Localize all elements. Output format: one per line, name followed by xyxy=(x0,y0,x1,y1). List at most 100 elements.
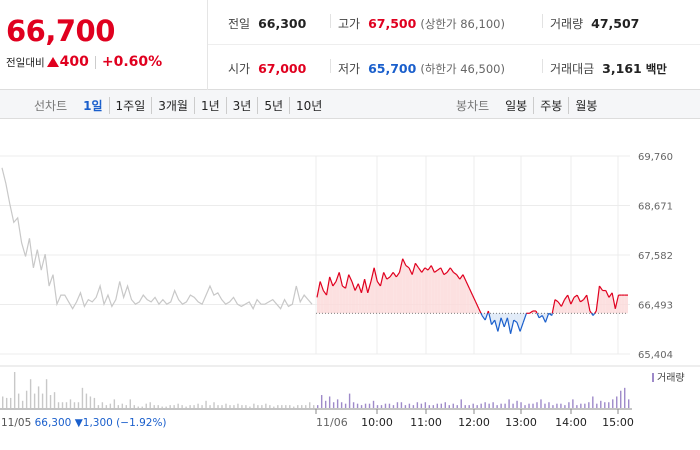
volume-bar xyxy=(468,405,470,408)
up-price-segment xyxy=(405,265,410,269)
tab-10y[interactable]: 10년 xyxy=(289,97,328,114)
up-area-fill xyxy=(456,274,460,314)
up-area-fill xyxy=(367,281,371,314)
volume-bar xyxy=(205,400,207,408)
volume-bar xyxy=(512,403,514,408)
up-price-segment xyxy=(475,301,480,309)
volume-bar xyxy=(340,402,343,408)
down-price-segment xyxy=(480,313,483,316)
volume-bar xyxy=(149,402,151,408)
volume-bar xyxy=(9,397,12,408)
up-area-fill xyxy=(437,267,441,314)
up-area-fill xyxy=(409,267,413,314)
volume-bar xyxy=(416,402,419,408)
prev-day-date: 11/05 xyxy=(1,417,35,429)
y-tick-label: 66,493 xyxy=(638,301,673,312)
up-area-fill xyxy=(574,295,578,314)
volume-bar xyxy=(332,402,335,408)
volume-bar xyxy=(241,405,243,408)
up-price-segment xyxy=(594,310,597,314)
prev-close-label: 전일 xyxy=(228,17,251,31)
tab-1d[interactable]: 1일 xyxy=(83,99,103,113)
up-price-segment xyxy=(478,308,482,314)
up-triangle-icon xyxy=(46,57,59,67)
volume-bar xyxy=(420,403,423,408)
tab-1w[interactable]: 1주일 xyxy=(108,97,152,114)
volume-bar xyxy=(213,402,215,408)
price-box: 66,700 전일대비 400 +0.60% xyxy=(0,0,208,90)
down-price-segment xyxy=(513,319,518,323)
volume-bar xyxy=(352,402,355,408)
volume-bar xyxy=(269,405,271,408)
down-price-segment xyxy=(541,315,547,323)
up-price-segment xyxy=(595,285,601,312)
up-area-fill xyxy=(332,281,337,314)
up-price-segment xyxy=(344,274,350,289)
volume-bar xyxy=(336,399,339,408)
volume-bar xyxy=(584,403,586,408)
up-price-segment xyxy=(424,267,429,271)
tab-3m[interactable]: 3개월 xyxy=(151,97,194,114)
tab-5y[interactable]: 5년 xyxy=(257,97,289,114)
volume-bar xyxy=(396,402,399,408)
volume-bar xyxy=(233,405,235,408)
volume-bar xyxy=(249,406,251,408)
tab-3y[interactable]: 3년 xyxy=(225,97,258,114)
up-area-fill xyxy=(424,267,429,314)
up-area-fill xyxy=(421,267,425,314)
volume-bar xyxy=(436,403,439,408)
up-price-segment xyxy=(468,288,474,296)
volume-bar xyxy=(137,406,139,408)
up-area-fill xyxy=(453,272,457,314)
up-price-segment xyxy=(351,281,356,291)
up-price-segment xyxy=(529,310,534,314)
volume-bar xyxy=(97,405,100,408)
up-price-segment xyxy=(414,262,420,269)
change-percent: +0.60% xyxy=(101,54,163,70)
volume-bar xyxy=(89,396,92,408)
up-area-fill xyxy=(570,297,575,314)
tab-daily-candle[interactable]: 일봉 xyxy=(505,99,528,113)
volume-bar xyxy=(121,403,124,408)
up-price-segment xyxy=(462,274,467,282)
candle-chart-tabs: 봉차트 일봉 주봉 월봉 xyxy=(456,97,603,114)
up-price-segment xyxy=(392,272,397,278)
volume-bar xyxy=(177,403,179,408)
volume-bar xyxy=(297,405,299,408)
low-label: 저가 xyxy=(338,62,361,76)
volume-bar xyxy=(516,400,518,408)
volume-bar xyxy=(21,400,24,408)
prev-day-info: 11/05 66,300 ▼1,300 (−1.92%) xyxy=(1,417,167,429)
up-price-segment xyxy=(446,267,451,273)
volume-bar xyxy=(444,402,446,408)
down-price-segment xyxy=(516,322,521,332)
volume-bar xyxy=(484,402,486,408)
up-price-segment xyxy=(487,310,490,314)
x-tick-label: 15:00 xyxy=(602,416,634,429)
up-price-segment xyxy=(427,265,432,271)
divider xyxy=(94,55,96,69)
volume-bar xyxy=(77,402,80,408)
up-area-fill xyxy=(599,286,603,314)
tab-weekly-candle[interactable]: 주봉 xyxy=(533,97,568,114)
tab-1y[interactable]: 1년 xyxy=(193,97,226,114)
up-price-segment xyxy=(354,283,359,291)
tab-monthly-candle[interactable]: 월봉 xyxy=(568,97,603,114)
up-price-segment xyxy=(440,267,445,275)
volume-bar xyxy=(273,406,275,408)
volume-bar xyxy=(313,405,315,408)
price-chart[interactable]: 69,760 68,671 67,582 66,493 65,404 거래량 11/06 10… xyxy=(0,120,700,450)
up-area-fill xyxy=(428,265,432,314)
up-price-segment xyxy=(364,279,369,293)
volume-bar xyxy=(13,372,16,408)
volume-bar xyxy=(624,387,626,408)
volume-bar xyxy=(532,403,534,408)
up-area-fill xyxy=(608,292,613,314)
up-area-fill xyxy=(472,295,476,314)
prev-day-price-line xyxy=(1,167,313,311)
prev-day-close: 66,300 xyxy=(35,417,75,429)
down-price-segment xyxy=(538,315,543,319)
up-price-segment xyxy=(370,267,375,282)
up-area-fill xyxy=(558,301,562,314)
trade-value-cell: 거래대금 3,161 백만 xyxy=(550,60,667,77)
